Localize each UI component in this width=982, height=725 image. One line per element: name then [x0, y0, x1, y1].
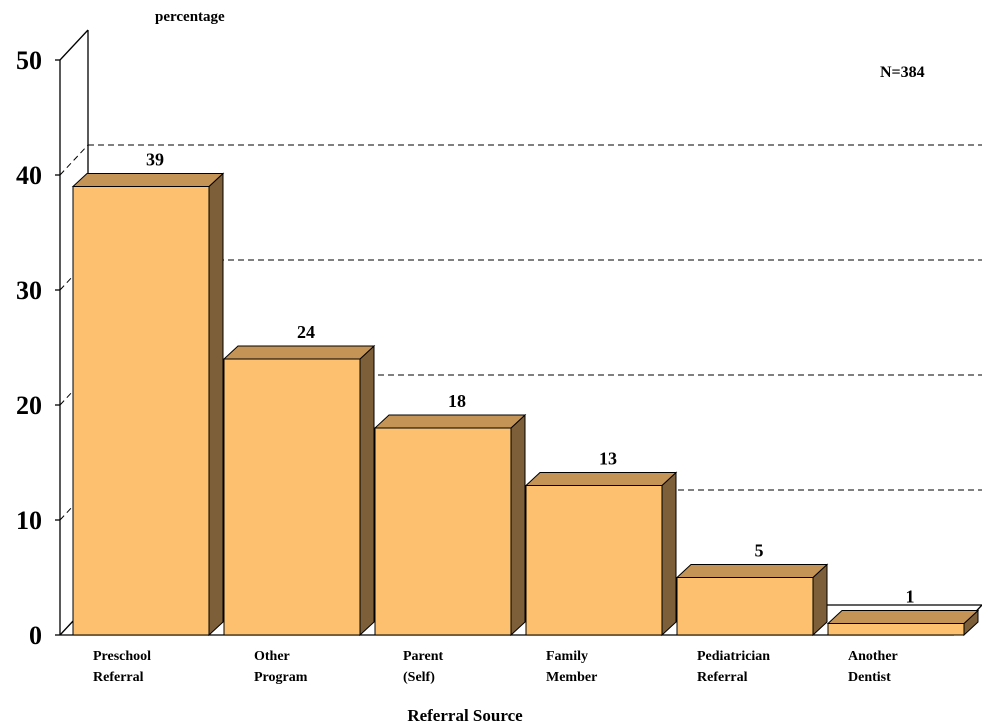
bar-top-0	[71, 173, 225, 187]
category-label-4-0: Pediatrician	[697, 649, 770, 664]
ytick-label-20: 20	[16, 391, 42, 420]
x-category-labels: Preschool Referral Other Program Parent (Self…	[93, 649, 898, 685]
bar-front-5	[827, 623, 965, 636]
category-label-2-1: (Self)	[403, 670, 435, 685]
x-axis-title: Referral Source	[407, 706, 523, 725]
category-label-5-1: Dentist	[848, 670, 891, 685]
ytick-label-0: 0	[29, 621, 42, 650]
category-label-0-1: Referral	[93, 670, 144, 685]
gridline-depth-40	[59, 144, 89, 176]
category-label-3-1: Member	[546, 670, 597, 685]
bar-front-0	[72, 186, 210, 636]
category-label-5-0: Another	[848, 649, 898, 664]
bar-top-3	[524, 472, 678, 486]
bar-side-3	[661, 471, 677, 637]
value-label-3: 13	[599, 449, 617, 469]
value-label-2: 18	[448, 391, 466, 411]
bar-top-1	[222, 345, 376, 360]
bar-front-3	[525, 485, 663, 636]
bar-side-1	[359, 344, 375, 637]
bar-4: 5	[675, 541, 829, 637]
ytick-label-10: 10	[16, 506, 42, 535]
bar-front-1	[223, 358, 361, 636]
value-label-4: 5	[755, 541, 764, 561]
category-label-2-0: Parent	[403, 649, 444, 664]
category-label-3-0: Family	[546, 649, 588, 664]
value-label-5: 1	[906, 587, 915, 607]
category-label-4-1: Referral	[697, 670, 748, 685]
bar-side-0	[208, 172, 224, 637]
bars: 39 24 18 13 5 1	[71, 150, 980, 637]
y-tick-labels: 0 10 20 30 40 50	[16, 46, 42, 650]
category-label-1-0: Other	[254, 649, 290, 664]
bar-top-5	[826, 610, 980, 624]
bar-top-4	[675, 564, 829, 578]
category-label-1-1: Program	[254, 670, 308, 685]
top-depth-edge	[59, 29, 89, 61]
bar-3: 13	[524, 449, 678, 637]
ytick-label-50: 50	[16, 46, 42, 75]
category-label-0-0: Preschool	[93, 649, 151, 664]
bar-5: 1	[826, 587, 980, 637]
value-label-1: 24	[297, 322, 315, 342]
bar-side-2	[510, 413, 526, 637]
bar-front-2	[374, 427, 512, 636]
value-label-0: 39	[146, 150, 164, 170]
bar-1: 24	[222, 322, 376, 637]
y-axis-title: percentage	[155, 9, 225, 25]
bar-front-4	[676, 577, 814, 636]
bar-2: 18	[373, 391, 527, 637]
ytick-label-40: 40	[16, 161, 42, 190]
ytick-label-30: 30	[16, 276, 42, 305]
n-annotation: N=384	[880, 64, 925, 81]
bar-0: 39	[71, 150, 225, 637]
bar-top-2	[373, 414, 527, 429]
